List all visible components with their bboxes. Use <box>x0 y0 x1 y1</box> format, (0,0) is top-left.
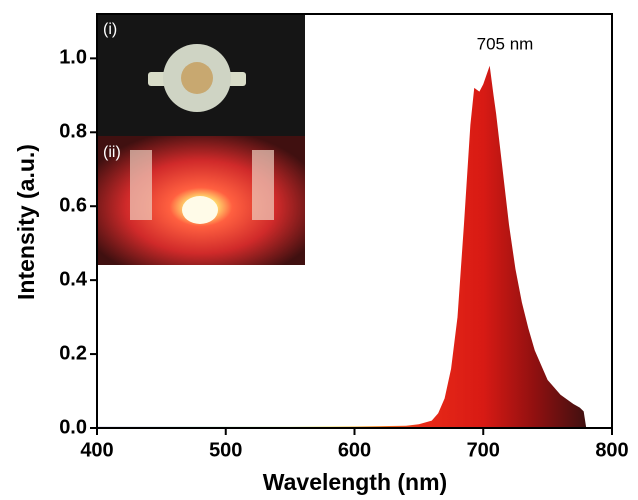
y-tick-label: 0.8 <box>59 121 87 143</box>
inset: (i) (ii) <box>97 14 305 265</box>
y-axis-label: Intensity (a.u.) <box>13 144 39 300</box>
x-tick-label: 500 <box>209 439 242 461</box>
inset-label: (ii) <box>103 144 121 161</box>
x-tick-label: 400 <box>80 439 113 461</box>
y-tick-label: 0.2 <box>59 342 87 364</box>
y-tick-label: 0.6 <box>59 194 87 216</box>
led-chip <box>181 62 213 94</box>
x-tick-label: 600 <box>338 439 371 461</box>
led-light <box>182 196 218 224</box>
annotation: 705 nm <box>477 34 534 53</box>
inset-label: (i) <box>103 21 117 38</box>
y-tick-label: 1.0 <box>59 47 87 69</box>
clip <box>252 150 274 220</box>
x-tick-label: 800 <box>595 439 628 461</box>
plot <box>97 65 587 428</box>
spectrum-area <box>97 65 587 428</box>
x-axis-label: Wavelength (nm) <box>263 469 447 495</box>
x-tick-label: 700 <box>467 439 500 461</box>
clip <box>130 150 152 220</box>
y-tick-label: 0.4 <box>59 268 88 290</box>
y-tick-label: 0.0 <box>59 416 87 438</box>
